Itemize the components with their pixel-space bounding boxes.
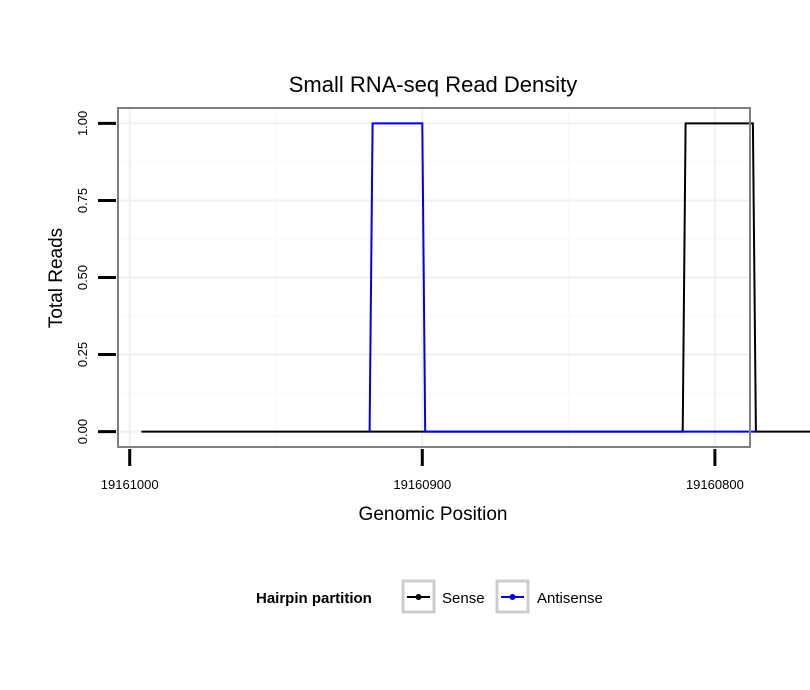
y-tick-label: 0.75 — [75, 188, 90, 213]
x-axis: 19161000 19160900 19160800 — [101, 449, 744, 492]
legend-title: Hairpin partition — [256, 590, 372, 607]
x-tick-label: 19160800 — [686, 477, 744, 492]
y-tick-label: 0.50 — [75, 265, 90, 290]
x-tick-label: 19160900 — [393, 477, 451, 492]
y-tick-label: 0.25 — [75, 342, 90, 367]
y-tick-label: 1.00 — [75, 111, 90, 136]
y-axis-title: Total Reads — [46, 228, 67, 328]
y-tick-label: 0.00 — [75, 419, 90, 444]
legend-key-antisense-point — [509, 594, 516, 600]
grid — [118, 108, 750, 447]
legend-label-sense: Sense — [442, 590, 485, 607]
x-tick-label: 19161000 — [101, 477, 159, 492]
legend-label-antisense: Antisense — [537, 590, 603, 607]
plot-border — [117, 107, 751, 448]
chart-title: Small RNA-seq Read Density — [289, 72, 578, 97]
legend-key-sense-point — [415, 594, 422, 600]
series-line-antisense — [368, 122, 756, 433]
y-axis: 0.00 0.25 0.50 0.75 1.00 — [75, 111, 116, 444]
series-layer — [141, 122, 810, 433]
legend: Hairpin partition Sense Antisense — [256, 579, 603, 614]
x-axis-title: Genomic Position — [359, 504, 508, 525]
